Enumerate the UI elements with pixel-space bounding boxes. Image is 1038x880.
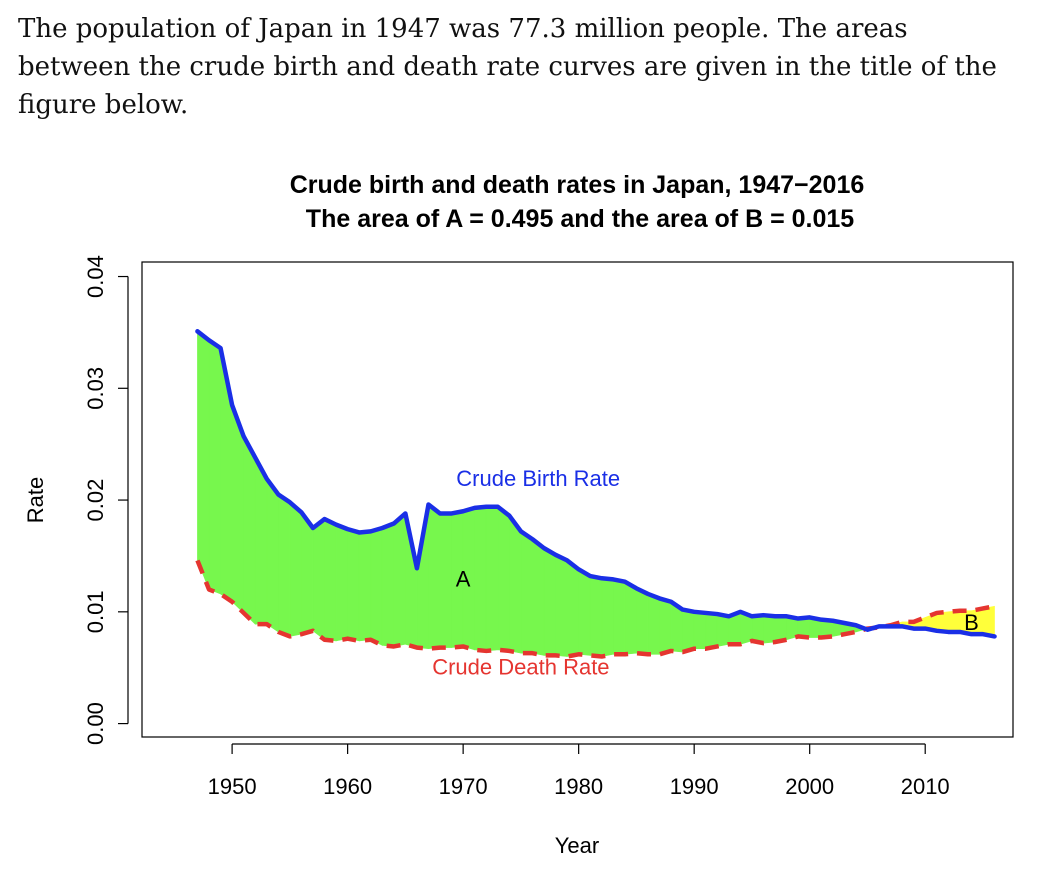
area-a-segment (324, 518, 337, 642)
x-tick-label: 1960 (323, 774, 372, 799)
area-a-segment (682, 609, 695, 653)
area-a-segment (358, 531, 372, 642)
area-a-segment (578, 568, 591, 656)
area-a-segment (693, 611, 707, 650)
x-axis-label: Year (555, 833, 599, 858)
x-tick-label: 2000 (785, 774, 834, 799)
area-a-segment (208, 339, 221, 595)
intro-text: The population of Japan in 1947 was 77.3… (18, 14, 997, 120)
intro-paragraph: The population of Japan in 1947 was 77.3… (18, 10, 1018, 124)
annotation-label: Crude Death Rate (432, 655, 609, 680)
annotation-label: A (456, 566, 471, 591)
area-a-segment (647, 593, 660, 655)
x-tick-label: 2010 (901, 774, 950, 799)
series-lines (195, 329, 997, 659)
area-a-segment (474, 506, 487, 652)
area-a-segment (509, 514, 522, 654)
area-a-segment (393, 512, 406, 647)
chart-title: Crude birth and death rates in Japan, 19… (290, 171, 865, 199)
area-fills (197, 330, 995, 657)
x-tick-label: 1970 (439, 774, 488, 799)
plot-frame (141, 261, 1014, 738)
x-tick-label: 1990 (670, 774, 719, 799)
area-a-segment (301, 511, 314, 635)
area-a-segment (254, 457, 268, 625)
area-a-segment (312, 518, 325, 641)
area-a-segment (243, 436, 256, 625)
x-tick-label: 1950 (208, 774, 257, 799)
area-a-segment (347, 528, 360, 642)
area-a-segment (589, 575, 603, 657)
area-a-segment (428, 503, 441, 650)
area-a-segment (716, 613, 730, 647)
area-a-segment (520, 530, 533, 654)
area-a-segment (555, 554, 568, 657)
x-axis: 1950 1960 1970 1980 1990 2000 2010 (208, 743, 950, 799)
chart-subtitle: The area of A = 0.495 and the area of B … (306, 205, 854, 233)
y-tick-label: 0.00 (83, 702, 108, 745)
area-b-segment (948, 610, 961, 633)
death-rate-line (195, 559, 995, 659)
y-tick-label: 0.02 (83, 479, 108, 522)
y-tick-label: 0.04 (83, 255, 108, 298)
area-a-segment (278, 493, 291, 637)
annotation-label: Crude Birth Rate (456, 466, 620, 491)
area-a-segment (197, 330, 210, 590)
area-a-segment (381, 523, 395, 647)
area-a-segment (636, 587, 649, 655)
annotation-label: B (964, 610, 979, 635)
area-a-segment (613, 579, 626, 655)
area-a-segment (566, 559, 579, 657)
area-a-segment (370, 527, 383, 646)
area-a-segment (497, 506, 510, 652)
area-a-segment (543, 547, 556, 656)
area-a-segment (485, 506, 499, 652)
y-tick-label: 0.03 (83, 367, 108, 410)
area-a-segment (705, 612, 718, 650)
area-a-segment (624, 581, 637, 655)
area-a-segment (659, 598, 672, 655)
y-tick-label: 0.01 (83, 590, 108, 633)
area-b-segment (982, 605, 995, 637)
area-a-segment (439, 513, 452, 648)
area-a-segment (532, 538, 545, 656)
birth-rate-line (195, 329, 997, 639)
area-a-segment (335, 524, 348, 642)
y-axis: 0.00 0.01 0.02 0.03 0.04 (83, 255, 129, 745)
area-a-segment (289, 501, 302, 637)
area-a-segment (266, 477, 279, 633)
area-a-segment (601, 577, 614, 657)
x-tick-label: 1980 (554, 774, 603, 799)
area-a-segment (763, 614, 776, 644)
y-axis-label: Rate (23, 477, 48, 523)
chart-annotations: Crude Birth Rate A B Crude Death Rate (432, 466, 979, 680)
